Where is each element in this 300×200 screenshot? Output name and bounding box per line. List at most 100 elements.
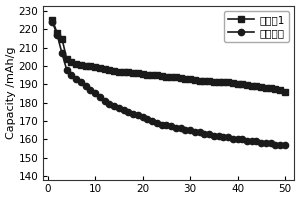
常规材料 — [84, 85, 88, 87]
实施例1 — [79, 64, 83, 66]
常规材料 — [179, 127, 182, 129]
实施例1 — [188, 78, 192, 80]
实施例1 — [56, 32, 59, 34]
常规材料 — [103, 100, 106, 102]
常规材料 — [169, 125, 173, 128]
常规材料 — [122, 109, 125, 111]
实施例1 — [122, 70, 125, 73]
实施例1 — [112, 69, 116, 72]
实施例1 — [51, 19, 54, 21]
常规材料 — [264, 142, 268, 144]
常规材料 — [160, 123, 164, 126]
常规材料 — [174, 127, 178, 129]
实施例1 — [236, 83, 239, 86]
常规材料 — [65, 68, 68, 71]
实施例1 — [146, 74, 149, 76]
常规材料 — [60, 52, 64, 54]
实施例1 — [240, 83, 244, 86]
常规材料 — [131, 112, 135, 115]
常规材料 — [198, 131, 201, 133]
实施例1 — [65, 57, 68, 60]
实施例1 — [155, 74, 159, 76]
实施例1 — [217, 81, 220, 84]
实施例1 — [160, 75, 164, 77]
实施例1 — [283, 90, 287, 93]
常规材料 — [240, 138, 244, 140]
实施例1 — [127, 71, 130, 74]
实施例1 — [255, 85, 258, 87]
实施例1 — [98, 67, 102, 69]
Y-axis label: Capacity /mAh/g: Capacity /mAh/g — [6, 46, 16, 139]
实施例1 — [231, 82, 235, 85]
常规材料 — [274, 144, 277, 146]
实施例1 — [250, 85, 253, 87]
常规材料 — [188, 129, 192, 131]
常规材料 — [278, 144, 282, 146]
实施例1 — [84, 65, 88, 67]
常规材料 — [184, 129, 187, 131]
实施例1 — [278, 89, 282, 91]
常规材料 — [164, 123, 168, 126]
实施例1 — [93, 66, 97, 68]
常规材料 — [217, 134, 220, 137]
常规材料 — [245, 140, 249, 142]
实施例1 — [88, 65, 92, 67]
常规材料 — [70, 74, 73, 76]
常规材料 — [93, 92, 97, 95]
常规材料 — [202, 133, 206, 135]
常规材料 — [231, 138, 235, 140]
实施例1 — [226, 81, 230, 84]
常规材料 — [283, 144, 287, 146]
Line: 常规材料: 常规材料 — [49, 19, 288, 148]
实施例1 — [150, 74, 154, 76]
常规材料 — [150, 120, 154, 122]
常规材料 — [155, 122, 159, 124]
常规材料 — [112, 105, 116, 108]
实施例1 — [136, 72, 140, 75]
常规材料 — [255, 140, 258, 142]
常规材料 — [74, 78, 78, 80]
常规材料 — [108, 103, 111, 106]
实施例1 — [260, 86, 263, 88]
常规材料 — [193, 131, 196, 133]
常规材料 — [207, 133, 211, 135]
实施例1 — [70, 61, 73, 64]
实施例1 — [245, 84, 249, 86]
常规材料 — [141, 116, 144, 118]
常规材料 — [221, 136, 225, 139]
实施例1 — [184, 78, 187, 80]
实施例1 — [269, 87, 272, 89]
常规材料 — [98, 96, 102, 98]
实施例1 — [60, 37, 64, 40]
常规材料 — [269, 142, 272, 144]
实施例1 — [103, 68, 106, 70]
常规材料 — [136, 114, 140, 117]
实施例1 — [221, 81, 225, 84]
常规材料 — [117, 107, 121, 109]
实施例1 — [117, 70, 121, 73]
常规材料 — [212, 134, 216, 137]
常规材料 — [226, 136, 230, 139]
实施例1 — [164, 76, 168, 78]
常规材料 — [127, 111, 130, 113]
实施例1 — [198, 79, 201, 82]
Line: 实施例1: 实施例1 — [49, 17, 288, 95]
实施例1 — [274, 88, 277, 90]
实施例1 — [174, 76, 178, 78]
常规材料 — [236, 138, 239, 140]
实施例1 — [207, 79, 211, 82]
常规材料 — [260, 142, 263, 144]
常规材料 — [88, 89, 92, 91]
实施例1 — [179, 77, 182, 79]
实施例1 — [74, 63, 78, 65]
实施例1 — [193, 79, 196, 81]
常规材料 — [250, 140, 253, 142]
常规材料 — [56, 34, 59, 36]
实施例1 — [212, 80, 216, 83]
实施例1 — [202, 79, 206, 82]
常规材料 — [79, 81, 83, 84]
实施例1 — [264, 87, 268, 89]
实施例1 — [169, 76, 173, 78]
常规材料 — [146, 118, 149, 120]
Legend: 实施例1, 常规材料: 实施例1, 常规材料 — [224, 11, 289, 42]
